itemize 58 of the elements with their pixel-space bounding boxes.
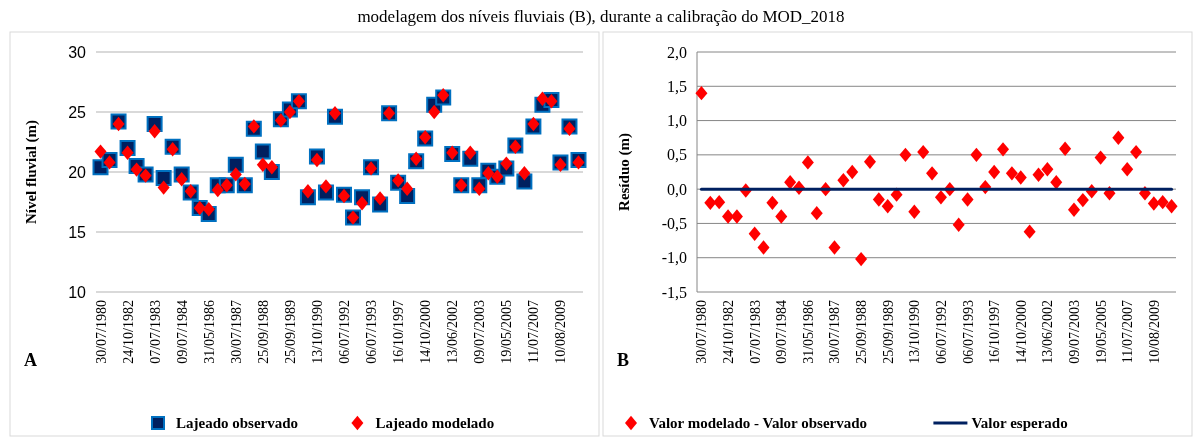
y-tick-label: -0,5 [661,215,687,233]
y-tick-label: 0,0 [667,180,687,198]
legend-label: Lajeado modelado [375,415,495,431]
x-tick-label: 16/10/1997 [987,300,1003,364]
x-tick-label: 06/07/1992 [933,300,949,364]
x-tick-label: 13/06/2002 [445,300,461,364]
x-tick-label: 09/07/1984 [774,300,790,364]
x-tick-label: 06/07/1993 [364,300,380,364]
y-tick-label: 1,0 [667,112,687,130]
legend-label: Valor esperado [971,415,1068,431]
x-tick-label: 31/05/1986 [201,300,217,364]
x-tick-label: 06/07/1993 [960,300,976,364]
legend-label: Valor modelado - Valor observado [649,415,868,431]
y-tick-label: -1,0 [661,249,687,267]
y-tick-label: 25 [68,103,87,121]
x-tick-label: 25/09/1988 [854,300,870,364]
x-tick-label: 09/07/1984 [174,300,190,364]
x-tick-label: 24/10/1982 [120,300,136,364]
x-tick-label: 11/07/2007 [1120,300,1136,364]
x-tick-label: 30/07/1980 [93,300,109,364]
x-tick-label: 10/08/2009 [553,300,569,364]
x-tick-label: 07/07/1983 [747,300,763,364]
x-tick-label: 30/07/1987 [827,300,843,364]
y-tick-label: 0,5 [667,146,687,164]
y-tick-label: 2,0 [667,43,687,61]
x-tick-label: 14/10/2000 [1013,300,1029,364]
x-tick-label: 31/05/1986 [800,300,816,364]
x-tick-label: 16/10/1997 [391,300,407,364]
y-axis-title: Resíduo (m) [616,133,633,211]
y-tick-label: 30 [68,43,87,61]
x-tick-label: 30/07/1987 [228,300,244,364]
y-tick-label: 15 [68,223,87,241]
x-tick-label: 13/06/2002 [1040,300,1056,364]
x-tick-label: 25/09/1989 [282,300,298,364]
y-tick-label: 1,5 [667,77,687,95]
x-tick-label: 24/10/1982 [721,300,737,364]
text: B [617,350,630,370]
legend-label: Lajeado observado [176,415,299,431]
x-tick-label: 11/07/2007 [526,300,542,364]
x-tick-label: 06/07/1992 [337,300,353,364]
x-tick-label: 30/07/1980 [694,300,710,364]
y-axis-title: Nível fluvial (m) [23,119,40,225]
x-tick-label: 25/09/1989 [880,300,896,364]
x-tick-label: 19/05/2005 [499,300,515,364]
x-tick-label: 10/08/2009 [1146,300,1162,364]
y-tick-label: -1,5 [661,283,687,301]
y-tick-label: 20 [68,163,87,181]
text: A [24,350,37,370]
x-tick-label: 13/10/1990 [907,300,923,364]
x-tick-label: 09/07/2003 [472,300,488,364]
y-tick-label: 10 [68,283,87,301]
x-tick-label: 13/10/1990 [309,300,325,364]
x-tick-label: 09/07/2003 [1066,300,1082,364]
chart-title: modelagem dos níveis fluviais (B), durante a calibração do MOD_2018 [357,7,845,26]
x-tick-label: 25/09/1988 [255,300,271,364]
x-tick-label: 14/10/2000 [418,300,434,364]
x-tick-label: 19/05/2005 [1093,300,1109,364]
x-tick-label: 07/07/1983 [147,300,163,364]
